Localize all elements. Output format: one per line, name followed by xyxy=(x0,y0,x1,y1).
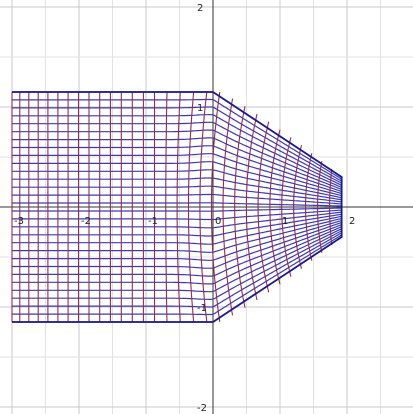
x-tick-label: -3 xyxy=(14,216,24,227)
vertical-curve xyxy=(245,113,258,301)
horizontal-curve xyxy=(12,236,342,323)
horizontal-curve xyxy=(12,217,342,253)
labels-layer: -3-2-10123-2-112 xyxy=(14,3,355,414)
vertical-curve xyxy=(269,129,281,285)
vertical-curve xyxy=(281,137,292,277)
vertical-curve xyxy=(165,91,168,323)
horizontal-curve xyxy=(12,106,342,182)
x-tick-label: 0 xyxy=(215,216,221,227)
horizontal-curve xyxy=(12,137,342,190)
y-tick-label: 2 xyxy=(197,3,203,14)
vertical-curve xyxy=(234,106,246,308)
vertical-curve xyxy=(176,91,181,323)
horizontal-curve xyxy=(12,226,342,285)
horizontal-curve xyxy=(12,153,342,195)
horizontal-curve xyxy=(12,221,342,269)
horizontal-curve xyxy=(12,228,342,293)
vertical-curve xyxy=(199,91,208,323)
horizontal-curve xyxy=(12,121,342,186)
x-tick-label: 1 xyxy=(282,216,288,227)
horizontal-curve xyxy=(12,232,342,308)
horizontal-curve xyxy=(12,224,342,277)
y-tick-label: -2 xyxy=(197,403,207,414)
horizontal-curve xyxy=(12,169,342,199)
horizontal-curve xyxy=(12,161,342,197)
x-tick-label: -2 xyxy=(81,216,91,227)
y-tick-label: 1 xyxy=(197,103,203,114)
horizontal-curve xyxy=(12,91,342,178)
vertical-curve xyxy=(187,91,195,323)
horizontal-curve xyxy=(12,234,342,316)
horizontal-curve xyxy=(12,145,342,193)
horizontal-curve xyxy=(12,129,342,188)
vertical-curve xyxy=(329,168,333,246)
y-tick-label: -1 xyxy=(197,303,207,314)
vertical-curve xyxy=(293,145,303,269)
curves-layer xyxy=(11,91,343,323)
vertical-curve xyxy=(210,91,221,323)
x-tick-label: -1 xyxy=(148,216,158,227)
vertical-curve xyxy=(316,160,323,254)
x-tick-label: 2 xyxy=(349,216,355,227)
vertical-curve xyxy=(305,153,313,261)
vertical-curve xyxy=(222,98,234,316)
region-boundary xyxy=(12,91,343,323)
horizontal-curve xyxy=(12,219,342,261)
horizontal-curve xyxy=(12,98,342,180)
vertical-curve xyxy=(257,121,270,293)
horizontal-curve xyxy=(12,215,342,245)
